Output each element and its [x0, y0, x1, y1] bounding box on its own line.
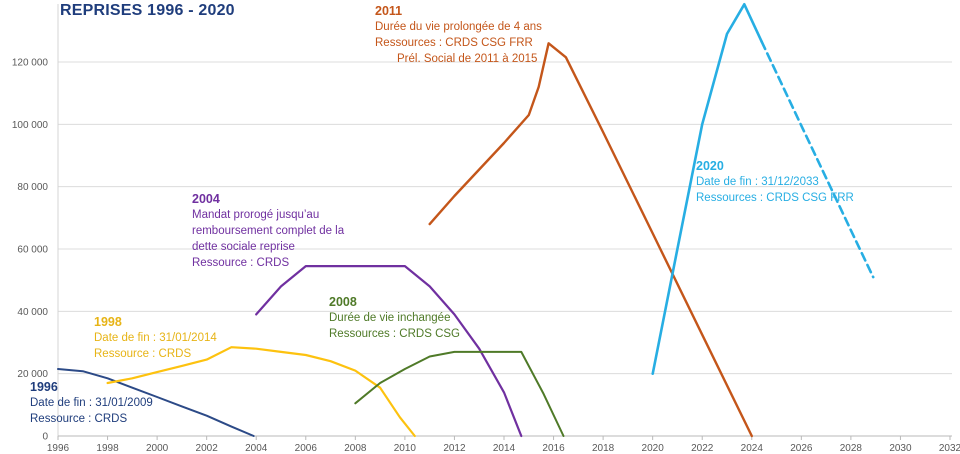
annotation-line: Ressource : CRDS	[192, 257, 290, 269]
series-line-1998	[106, 346, 416, 438]
x-tick-label: 2020	[642, 443, 665, 454]
x-tick-label: 2006	[295, 443, 318, 454]
annotation-year-label: 2008	[329, 295, 357, 309]
annotation-1996: 1996 Date de fin : 31/01/2009 Ressource …	[30, 379, 153, 427]
x-tick-label: 1998	[96, 443, 119, 454]
x-tick-label: 2004	[245, 443, 268, 454]
y-tick-label: 120 000	[12, 58, 49, 69]
annotation-line: Mandat prorogé jusqu’au	[192, 209, 320, 221]
annotation-line: remboursement complet de la	[192, 225, 345, 237]
x-tick-label: 2028	[840, 443, 863, 454]
y-tick-label: 40 000	[17, 307, 48, 318]
y-tick-label: 60 000	[17, 245, 48, 256]
x-tick-label: 2014	[493, 443, 516, 454]
x-tick-label: 2010	[394, 443, 417, 454]
annotation-year-label: 2020	[696, 159, 724, 173]
annotation-year-label: 1996	[30, 380, 58, 394]
chart-title: REPRISES 1996 - 2020	[60, 2, 235, 19]
series-line-2008	[354, 350, 565, 437]
annotation-year-label: 1998	[94, 315, 122, 329]
annotation-line: Ressources : CRDS CSG FRR	[375, 37, 533, 49]
y-tick-label: 20 000	[17, 369, 48, 380]
series-line-2020-solid	[651, 3, 764, 376]
annotation-2004: 2004 Mandat prorogé jusqu’au rembourseme…	[192, 191, 344, 271]
annotation-1998: 1998 Date de fin : 31/01/2014 Ressource …	[94, 314, 217, 362]
annotation-year-label: 2011	[375, 4, 403, 18]
annotation-line: Date de fin : 31/01/2014	[94, 332, 217, 344]
annotation-line: Ressource : CRDS	[30, 413, 128, 425]
series-line-2020-projection	[760, 40, 875, 279]
x-tick-label: 2012	[443, 443, 466, 454]
annotation-year-label: 2004	[192, 192, 220, 206]
series-line-2004	[255, 265, 523, 438]
series-line-2011	[428, 42, 753, 438]
annotation-line: Ressources : CRDS CSG FRR	[696, 192, 854, 204]
annotation-line: Prél. Social de 2011 à 2015	[397, 53, 538, 65]
x-tick-label: 2030	[889, 443, 912, 454]
x-tick-label: 2008	[344, 443, 367, 454]
x-tick-label: 1996	[47, 443, 70, 454]
annotation-2020: 2020 Date de fin : 31/12/2033 Ressources…	[696, 158, 854, 206]
annotation-2011: 2011 Durée du vie prolongée de 4 ans Res…	[375, 3, 542, 67]
x-tick-label: 2024	[741, 443, 764, 454]
annotation-line: Ressources : CRDS CSG	[329, 328, 461, 340]
x-tick-label: 2002	[196, 443, 219, 454]
x-tick-label: 2000	[146, 443, 169, 454]
series-line-1996	[57, 368, 255, 437]
x-tick-label: 2032	[939, 443, 960, 454]
annotation-line: Date de fin : 31/01/2009	[30, 397, 153, 409]
annotation-line: Durée de vie inchangée	[329, 312, 451, 324]
y-tick-label: 80 000	[17, 182, 48, 193]
y-tick-label: 0	[42, 432, 48, 443]
x-tick-label: 2026	[790, 443, 813, 454]
x-tick-label: 2022	[691, 443, 714, 454]
y-tick-label: 100 000	[12, 120, 49, 131]
annotation-line: Date de fin : 31/12/2033	[696, 176, 819, 188]
x-tick-label: 2016	[542, 443, 565, 454]
x-tick-label: 2018	[592, 443, 615, 454]
annotation-2008: 2008 Durée de vie inchangée Ressources :…	[329, 294, 460, 342]
annotation-line: Durée du vie prolongée de 4 ans	[375, 21, 542, 33]
annotation-line: dette sociale reprise	[192, 241, 295, 253]
annotation-line: Ressource : CRDS	[94, 348, 192, 360]
